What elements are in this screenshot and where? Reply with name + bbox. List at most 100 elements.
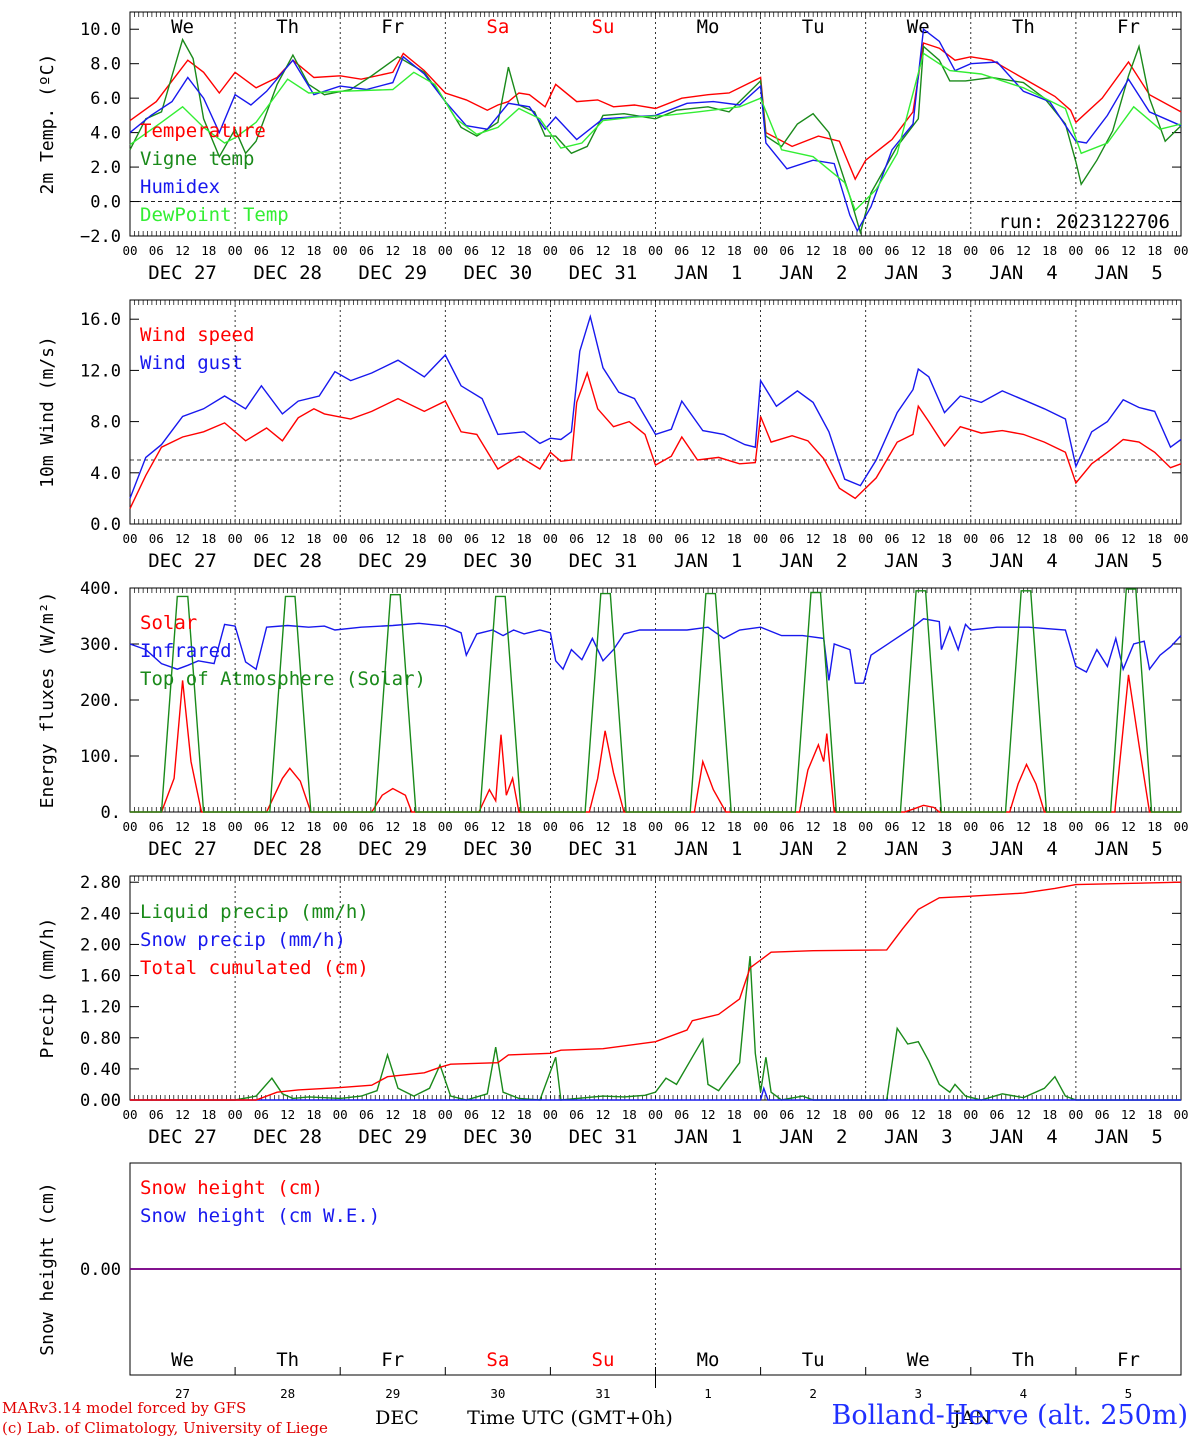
date-label: JAN 2 [779, 550, 848, 572]
hour-tick-label: 18 [1042, 1107, 1057, 1122]
hour-tick-label: 06 [149, 1107, 164, 1122]
hour-tick-label: 12 [175, 531, 190, 546]
hour-tick-label: 00 [333, 531, 348, 546]
legend-entry: Total cumulated (cm) [140, 957, 369, 979]
lab-credit: (c) Lab. of Climatology, University of L… [2, 1419, 328, 1437]
series-line-wind-gust [129, 313, 1182, 499]
hour-tick-label: 00 [122, 1107, 137, 1122]
hour-tick-label: 00 [1173, 819, 1188, 834]
hour-tick-label: 00 [648, 243, 663, 258]
y-tick-label: 0.0 [90, 193, 121, 213]
y-tick-label: 2.0 [90, 158, 121, 178]
date-label: JAN 4 [989, 1126, 1058, 1148]
weekday-label: Fr [381, 16, 404, 38]
hour-tick-label: 18 [832, 243, 847, 258]
hour-tick-label: 06 [359, 819, 374, 834]
x-axis-time-label: Time UTC (GMT+0h) [467, 1407, 673, 1429]
hour-tick-label: 18 [622, 243, 637, 258]
hour-tick-label: 18 [517, 531, 532, 546]
hour-tick-label: 00 [753, 243, 768, 258]
legend-entry: Snow precip (mm/h) [140, 929, 346, 951]
hour-tick-label: 06 [359, 1107, 374, 1122]
date-label: JAN 2 [779, 262, 848, 284]
hour-tick-label: 06 [779, 1107, 794, 1122]
hour-tick-label: 00 [228, 819, 243, 834]
hour-tick-label: 00 [438, 243, 453, 258]
hour-tick-label: 06 [779, 243, 794, 258]
hour-tick-label: 18 [1042, 243, 1057, 258]
date-label: JAN 3 [884, 550, 953, 572]
hour-tick-label: 06 [1095, 243, 1110, 258]
date-label: JAN 5 [1094, 1126, 1163, 1148]
weekday-label: Tu [802, 16, 825, 38]
hour-tick-label: 12 [175, 1107, 190, 1122]
y-tick-label: 1.60 [80, 967, 121, 987]
hour-tick-label: 06 [779, 819, 794, 834]
hour-tick-label: 00 [228, 243, 243, 258]
hour-tick-label: 18 [306, 531, 321, 546]
hour-tick-label: 12 [385, 531, 400, 546]
hour-tick-label: 12 [280, 1107, 295, 1122]
hour-tick-label: 18 [832, 819, 847, 834]
y-axis-label: Precip (mm/h) [37, 918, 58, 1059]
hour-tick-label: 00 [122, 243, 137, 258]
panel-1: −2.0 0.0 2.0 4.0 6.0 8.0 10.0 2m Temp. (ºC) 00 06… [37, 11, 1189, 284]
legend-entry: Wind gust [140, 352, 243, 374]
date-label: JAN 3 [884, 1126, 953, 1148]
y-tick-label: 6.0 [90, 89, 121, 109]
hour-tick-label: 06 [464, 243, 479, 258]
legend-entry: Infrared [140, 640, 232, 662]
date-label: JAN 3 [884, 262, 953, 284]
weekday-label: Th [1012, 16, 1035, 38]
date-label: JAN 5 [1094, 838, 1163, 860]
hour-tick-label: 00 [333, 1107, 348, 1122]
hour-tick-label: 06 [149, 243, 164, 258]
hour-tick-label: 06 [254, 243, 269, 258]
day-number-label: 4 [1020, 1386, 1028, 1401]
hour-tick-label: 12 [701, 531, 716, 546]
hour-tick-label: 18 [727, 1107, 742, 1122]
hour-tick-label: 12 [1121, 531, 1136, 546]
y-tick-label: −2.0 [80, 227, 121, 247]
hour-tick-label: 06 [464, 1107, 479, 1122]
y-tick-label: 0.40 [80, 1060, 121, 1080]
hour-tick-label: 12 [280, 531, 295, 546]
hour-tick-label: 12 [1121, 243, 1136, 258]
weekday-label: Su [592, 1349, 615, 1371]
date-label: DEC 29 [358, 262, 427, 284]
y-tick-label: 2.00 [80, 935, 121, 955]
hour-tick-label: 06 [674, 531, 689, 546]
hour-tick-label: 12 [175, 243, 190, 258]
hour-tick-label: 06 [990, 243, 1005, 258]
weekday-label: Sa [486, 1349, 509, 1371]
date-label: JAN 4 [989, 262, 1058, 284]
hour-tick-label: 12 [490, 243, 505, 258]
hour-tick-label: 00 [858, 819, 873, 834]
hour-tick-label: 12 [175, 819, 190, 834]
weekday-label: Tu [802, 1349, 825, 1371]
y-tick-label: 8.0 [90, 55, 121, 75]
series-line-snow-precip-mm-h- [130, 1085, 1181, 1101]
hour-tick-label: 12 [806, 1107, 821, 1122]
legend-entry: DewPoint Temp [140, 204, 289, 226]
hour-tick-label: 18 [727, 243, 742, 258]
hour-tick-label: 06 [884, 243, 899, 258]
hour-tick-label: 12 [911, 819, 926, 834]
hour-tick-label: 06 [1095, 819, 1110, 834]
hour-tick-label: 18 [727, 819, 742, 834]
hour-tick-label: 06 [569, 819, 584, 834]
hour-tick-label: 06 [149, 531, 164, 546]
hour-tick-label: 06 [674, 819, 689, 834]
panel-4: 0.00 0.40 0.80 1.20 1.60 2.00 2.40 2.80 Precip (… [37, 873, 1189, 1148]
date-label: DEC 30 [464, 550, 533, 572]
hour-tick-label: 18 [201, 819, 216, 834]
run-label: run: 2023122706 [998, 211, 1170, 233]
day-number-label: 27 [175, 1386, 190, 1401]
hour-tick-label: 06 [884, 531, 899, 546]
hour-tick-label: 00 [963, 243, 978, 258]
hour-tick-label: 00 [858, 1107, 873, 1122]
hour-tick-label: 00 [333, 819, 348, 834]
hour-tick-label: 18 [727, 531, 742, 546]
weekday-label: Mo [697, 16, 720, 38]
